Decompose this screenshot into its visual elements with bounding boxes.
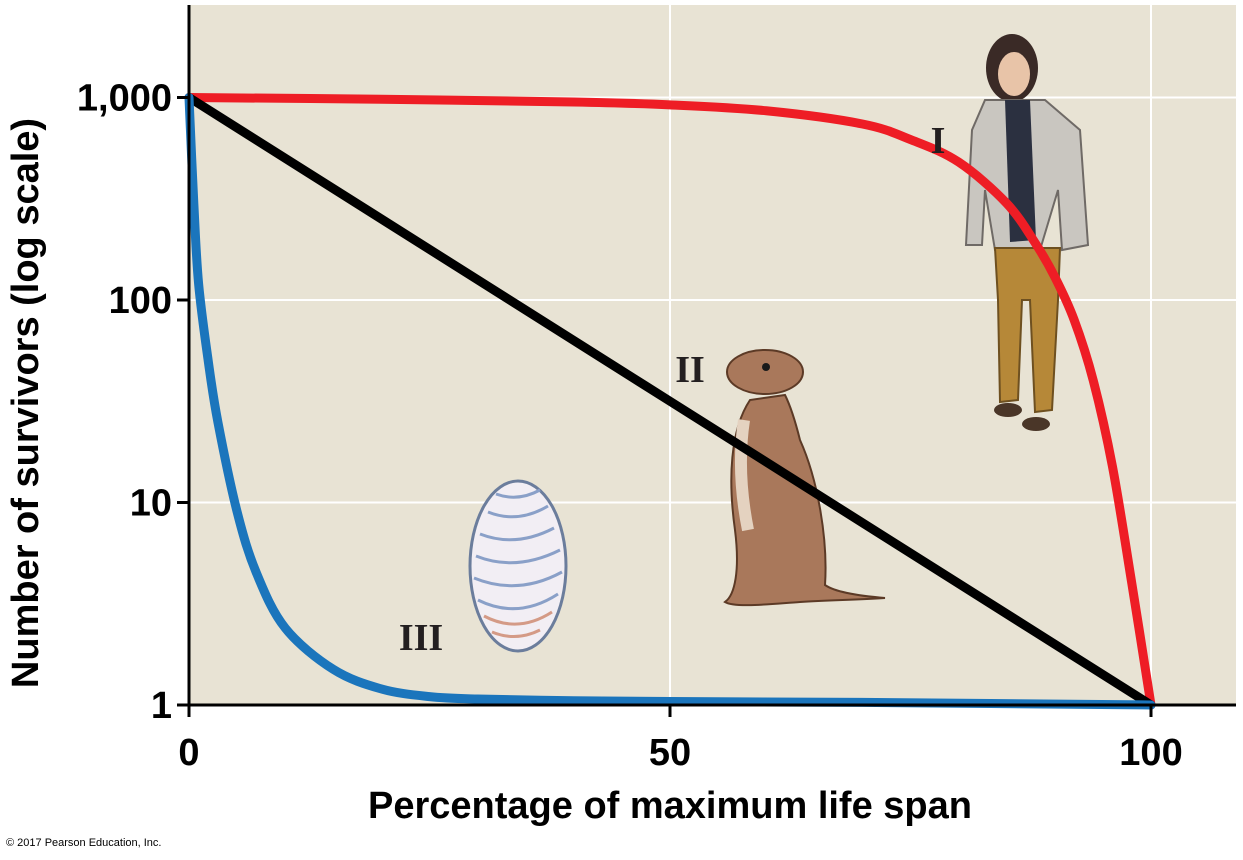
woman-illustration — [964, 34, 1090, 431]
x-tick-label: 0 — [178, 732, 199, 774]
curve-label-II: II — [675, 349, 705, 391]
series-line-II — [184, 93, 1156, 710]
y-axis-title: Number of survivors (log scale) — [5, 118, 47, 688]
curve-label-I: I — [931, 120, 946, 162]
series-layer — [184, 93, 1156, 710]
ticks: 0 50 100 1 10 100 1,000 — [77, 78, 1183, 775]
grid — [189, 5, 1236, 705]
copyright-notice: © 2017 Pearson Education, Inc. — [6, 837, 162, 849]
y-tick-label: 10 — [130, 483, 172, 525]
x-axis-title: Percentage of maximum life span — [368, 785, 972, 827]
y-tick-label: 1 — [151, 685, 172, 727]
oyster-illustration — [468, 479, 568, 653]
curve-label-III: III — [399, 617, 443, 659]
series-line-III — [184, 93, 1156, 710]
x-tick-label: 100 — [1119, 732, 1182, 774]
y-tick-label: 1,000 — [77, 78, 172, 120]
y-tick-label: 100 — [109, 280, 172, 322]
x-tick-label: 50 — [649, 732, 691, 774]
series-line-I — [184, 93, 1156, 710]
squirrel-illustration — [723, 349, 886, 607]
